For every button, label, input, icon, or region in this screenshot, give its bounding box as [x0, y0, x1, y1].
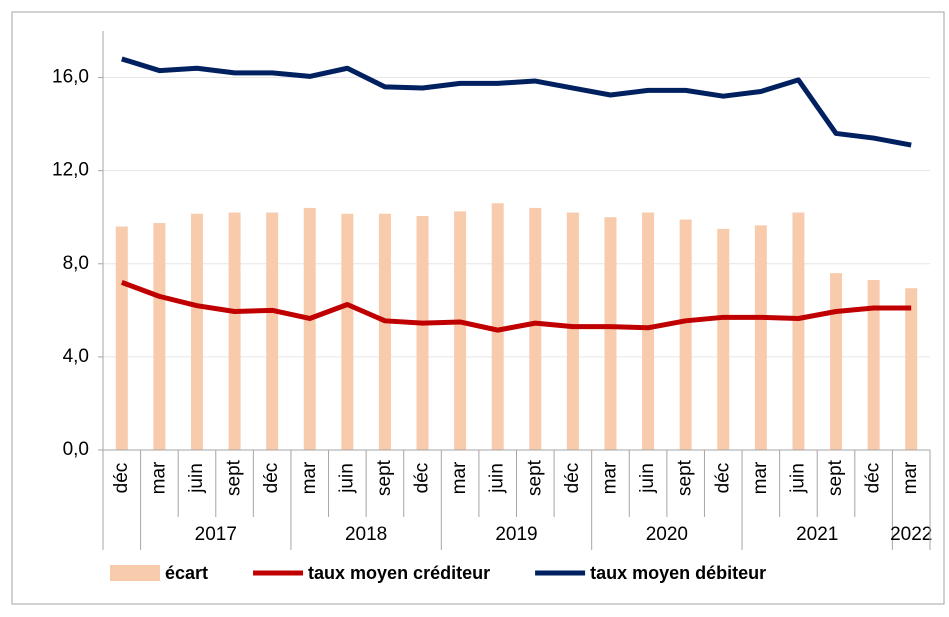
- legend-label: taux moyen débiteur: [590, 563, 766, 583]
- x-tick-label: sept: [374, 459, 395, 496]
- x-tick-label: juin: [336, 463, 357, 494]
- bar: [153, 223, 166, 450]
- x-tick-label: mar: [449, 461, 470, 494]
- y-tick-label: 16,0: [52, 67, 89, 88]
- x-tick-label: déc: [712, 463, 733, 494]
- bar: [341, 213, 354, 450]
- legend-label: écart: [165, 563, 208, 583]
- x-tick-label: sept: [224, 459, 245, 496]
- bar: [190, 213, 203, 450]
- bar: [454, 211, 467, 450]
- group-label: 2020: [646, 524, 688, 545]
- bar: [566, 212, 579, 450]
- line: [120, 280, 912, 333]
- bar: [754, 225, 767, 450]
- bar: [642, 212, 655, 450]
- y-tick-label: 8,0: [63, 253, 89, 274]
- x-tick-label: juin: [637, 463, 658, 494]
- x-tick-label: déc: [412, 463, 433, 494]
- group-label: 2022: [890, 524, 932, 545]
- x-tick-label: déc: [863, 463, 884, 494]
- bar: [717, 228, 730, 450]
- x-tick-label: sept: [825, 459, 846, 496]
- bar: [378, 213, 391, 450]
- x-tick-label: mar: [148, 461, 169, 494]
- bar: [792, 212, 805, 450]
- bar: [529, 207, 542, 450]
- bar: [604, 217, 617, 450]
- bar: [491, 203, 504, 450]
- x-tick-label: déc: [111, 463, 132, 494]
- x-tick-label: mar: [299, 461, 320, 494]
- x-tick-label: juin: [186, 463, 207, 494]
- bar: [679, 219, 692, 450]
- bar: [115, 226, 128, 450]
- bar: [416, 216, 429, 450]
- line: [121, 56, 912, 148]
- bar: [228, 212, 241, 450]
- chart-border: [11, 11, 945, 605]
- bar: [303, 207, 316, 450]
- y-tick-label: 12,0: [52, 160, 89, 181]
- x-tick-label: sept: [524, 459, 545, 496]
- x-tick-label: mar: [750, 461, 771, 494]
- x-tick-label: mar: [599, 461, 620, 494]
- group-label: 2021: [796, 524, 838, 545]
- bar: [905, 288, 918, 450]
- x-tick-label: déc: [562, 463, 583, 494]
- y-tick-label: 0,0: [63, 439, 89, 460]
- x-tick-label: sept: [675, 459, 696, 496]
- bar: [867, 280, 880, 450]
- x-tick-label: juin: [487, 463, 508, 494]
- group-label: 2018: [345, 524, 387, 545]
- group-label: 2019: [495, 524, 537, 545]
- group-label: 2017: [195, 524, 237, 545]
- x-tick-label: mar: [900, 461, 921, 494]
- bar: [830, 273, 843, 450]
- legend-swatch: [110, 565, 160, 581]
- x-tick-label: déc: [261, 463, 282, 494]
- y-tick-label: 4,0: [63, 346, 89, 367]
- x-tick-label: juin: [787, 463, 808, 494]
- bar: [266, 212, 279, 450]
- legend-label: taux moyen créditeur: [308, 563, 490, 583]
